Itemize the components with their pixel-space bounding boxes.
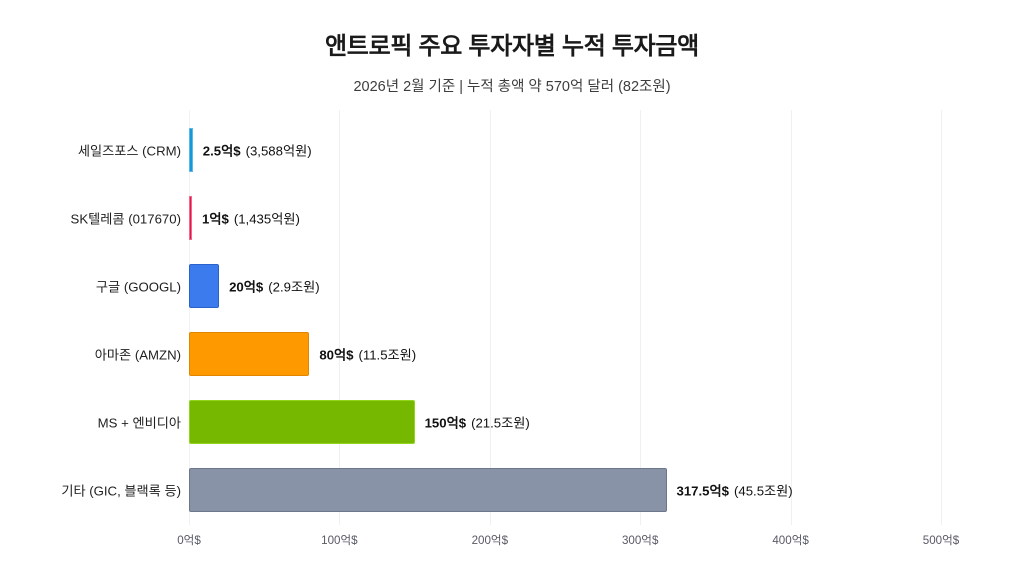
bar-value-label: 2.5억$ (3,588억원) — [203, 141, 312, 160]
category-label: 세일즈포스 (CRM) — [77, 143, 181, 159]
bar-value-krw: (45.5조원) — [733, 483, 793, 499]
bar-value-label: 317.5억$ (45.5조원) — [677, 481, 793, 500]
bar-value-krw: (3,588억원) — [245, 143, 312, 159]
x-axis-tick-label: 0억$ — [177, 534, 201, 547]
category-label: 아마존 (AMZN) — [94, 347, 181, 363]
bar-value-amount: 1억$ — [202, 211, 229, 227]
x-axis: 0억$ 100억$ 200억$ 300억$ 400억$ 500억$ — [0, 525, 1024, 565]
gridline — [189, 110, 190, 525]
category-label-cell: MS + 엔비디아 — [0, 400, 189, 444]
gridline — [339, 110, 341, 525]
bar — [189, 196, 192, 240]
bar-row: SK텔레콤 (017670) 1억$ (1,435억원) — [0, 196, 1024, 240]
category-label: SK텔레콤 (017670) — [70, 211, 181, 227]
bar-value-label: 20억$ (2.9조원) — [229, 277, 320, 296]
x-axis-tick-label: 400억$ — [772, 534, 809, 547]
x-axis-tick-label: 300억$ — [621, 534, 659, 547]
bar-value-amount: 80억$ — [319, 347, 354, 363]
bar-row: 세일즈포스 (CRM) 2.5억$ (3,588억원) — [0, 128, 1024, 172]
bar-value-label: 150억$ (21.5조원) — [425, 413, 530, 432]
bar-value-amount: 150억$ — [424, 415, 467, 431]
category-label-cell: 구글 (GOOGL) — [0, 264, 189, 308]
x-axis-tick-label: 500억$ — [922, 534, 960, 547]
bar-value-krw: (1,435억원) — [233, 211, 300, 227]
bar — [189, 332, 310, 376]
bar — [189, 264, 220, 308]
bar-value-krw: (21.5조원) — [471, 415, 530, 431]
category-label-cell: 세일즈포스 (CRM) — [0, 128, 189, 172]
category-label-cell: 아마존 (AMZN) — [0, 332, 189, 376]
bar-row: 아마존 (AMZN) 80억$ (11.5조원) — [0, 332, 1024, 376]
bar-value-krw: (11.5조원) — [358, 347, 417, 363]
gridline — [640, 110, 642, 525]
chart-title: 앤트로픽 주요 투자자별 누적 투자금액 — [325, 33, 699, 60]
bar-value-amount: 20억$ — [229, 279, 264, 295]
category-label: 구글 (GOOGL) — [95, 279, 181, 295]
bar-value-amount: 317.5억$ — [676, 483, 729, 499]
bar-row: MS + 엔비디아 150억$ (21.5조원) — [0, 400, 1024, 444]
gridline — [941, 110, 942, 525]
x-axis-tick-label: 200억$ — [471, 534, 509, 547]
chart-subtitle: 2026년 2월 기준 | 누적 총액 약 570억 달러 (82조원) — [353, 79, 671, 95]
x-axis-tick-label: 100억$ — [321, 534, 358, 547]
gridline — [489, 110, 491, 525]
category-label-cell: 기타 (GIC, 블랙록 등) — [0, 468, 189, 512]
category-label: MS + 엔비디아 — [97, 415, 181, 431]
category-label-cell: SK텔레콤 (017670) — [0, 196, 189, 240]
bar-row: 구글 (GOOGL) 20억$ (2.9조원) — [0, 264, 1024, 308]
bar — [189, 468, 667, 512]
chart-header: 앤트로픽 주요 투자자별 누적 투자금액 2026년 2월 기준 | 누적 총액… — [0, 0, 1024, 96]
bar-value-label: 80억$ (11.5조원) — [319, 345, 416, 364]
category-label: 기타 (GIC, 블랙록 등) — [61, 483, 181, 499]
bar-value-krw: (2.9조원) — [268, 279, 320, 295]
bar-value-amount: 2.5억$ — [202, 143, 241, 159]
bar-value-label: 1억$ (1,435억원) — [202, 209, 300, 228]
bar-row: 기타 (GIC, 블랙록 등) 317.5억$ (45.5조원) — [0, 468, 1024, 512]
bar — [189, 128, 193, 172]
gridline — [790, 110, 792, 525]
bar — [189, 400, 415, 444]
